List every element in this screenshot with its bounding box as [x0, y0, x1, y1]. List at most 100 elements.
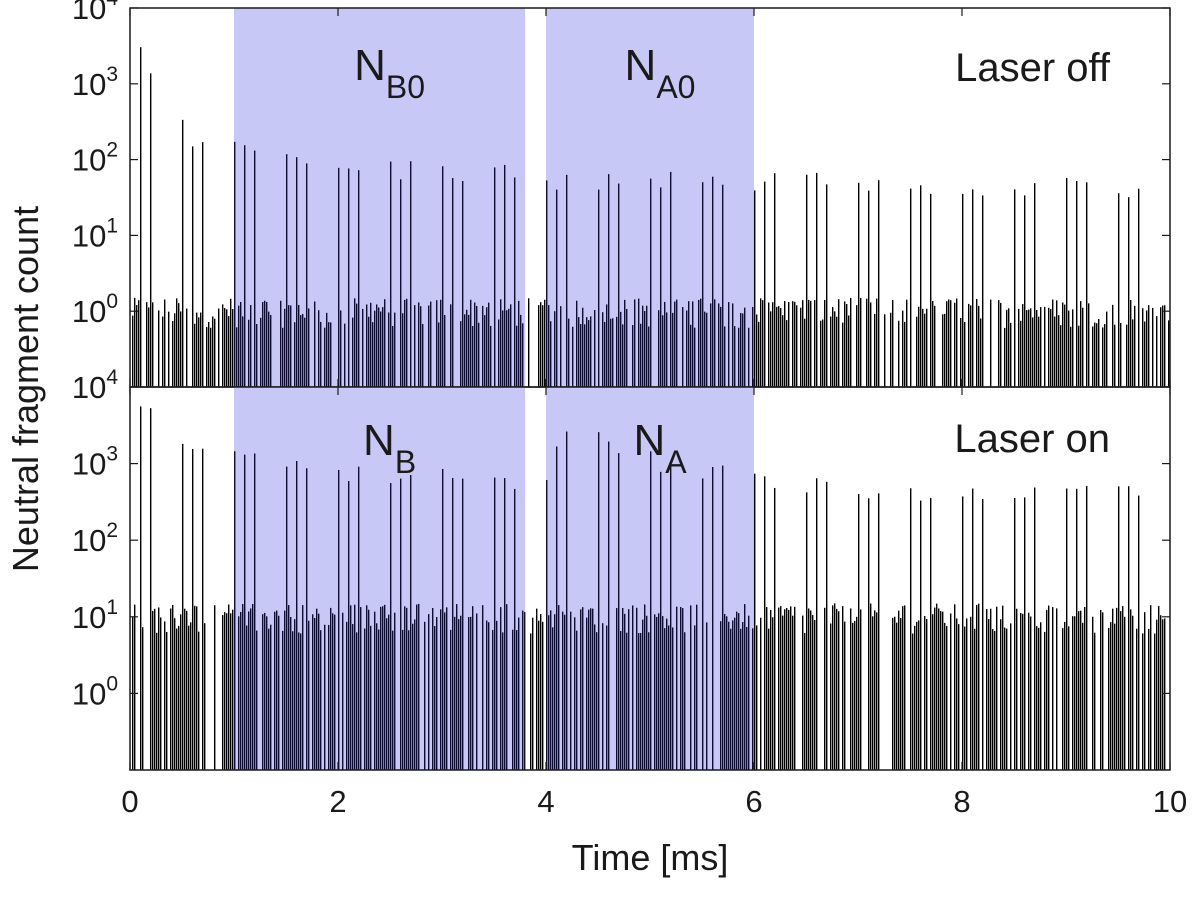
count-bar — [624, 299, 626, 387]
count-bar — [314, 301, 316, 387]
count-bar — [778, 607, 780, 770]
count-bar — [318, 310, 320, 387]
count-bar — [642, 305, 644, 387]
count-bar — [444, 315, 446, 387]
count-bar — [576, 300, 578, 387]
count-bar — [406, 607, 408, 770]
count-bar — [622, 324, 624, 387]
count-bar — [488, 622, 490, 770]
count-bar — [940, 611, 942, 770]
count-bar — [508, 308, 510, 387]
count-bar — [376, 623, 378, 770]
count-bar — [1162, 619, 1164, 770]
count-bar — [868, 498, 870, 770]
count-bar — [306, 468, 308, 770]
count-bar — [138, 300, 140, 387]
count-bar — [1064, 304, 1066, 387]
count-bar — [556, 446, 558, 770]
count-bar — [752, 306, 754, 387]
count-bar — [288, 305, 290, 387]
region-label-NA0: NA0 — [625, 41, 696, 105]
count-bar — [1052, 607, 1054, 770]
count-bar — [374, 611, 376, 770]
count-bar — [672, 312, 674, 387]
count-bar — [248, 319, 250, 387]
count-bar — [816, 172, 818, 387]
count-bar — [902, 310, 904, 387]
count-bar — [1118, 193, 1120, 387]
count-bar — [438, 322, 440, 387]
count-bar — [646, 615, 648, 770]
region-label-main: N — [354, 41, 386, 90]
y-tick-label: 101 — [72, 214, 118, 253]
count-bar — [356, 632, 358, 770]
count-bar — [234, 451, 236, 770]
count-bar — [832, 605, 834, 770]
count-bar — [772, 617, 774, 770]
x-tick-label: 0 — [121, 784, 138, 819]
count-bar — [222, 615, 224, 770]
count-bar — [1120, 611, 1122, 770]
count-bar — [498, 319, 500, 387]
count-bar — [1114, 324, 1116, 387]
count-bar — [650, 178, 652, 387]
count-bar — [224, 308, 226, 387]
count-bar — [724, 326, 726, 387]
count-bar — [1168, 320, 1170, 387]
count-bar — [676, 299, 678, 387]
count-bar — [722, 465, 724, 770]
count-bar — [972, 488, 974, 770]
count-bar — [280, 300, 282, 387]
y-tick-exponent: 4 — [106, 0, 118, 10]
count-bar — [286, 154, 288, 387]
x-axis: 0 2 4 6 8 10 — [121, 8, 1187, 819]
count-bar — [242, 604, 244, 770]
count-bar — [156, 632, 158, 770]
count-bar — [168, 311, 170, 387]
x-axis-label: Time [ms] — [572, 837, 729, 878]
count-bar — [1094, 322, 1096, 387]
count-bar — [754, 190, 756, 387]
region-label-NA: NA — [633, 416, 687, 480]
count-bar — [1066, 178, 1068, 387]
y-tick-base: 10 — [72, 600, 106, 635]
count-bar — [1004, 627, 1006, 770]
count-bar — [900, 617, 902, 770]
count-bar — [350, 605, 352, 770]
count-bar — [676, 606, 678, 770]
count-bar — [178, 625, 180, 770]
count-bar — [822, 319, 824, 387]
count-bar — [180, 614, 182, 770]
count-bar — [1142, 633, 1144, 770]
count-bar — [284, 610, 286, 770]
x-tick-label: 4 — [537, 784, 554, 819]
count-bar — [338, 167, 340, 387]
count-bar — [496, 620, 498, 770]
count-bar — [852, 622, 854, 770]
count-bar — [306, 163, 308, 387]
count-bar — [410, 475, 412, 770]
count-bar — [648, 632, 650, 770]
panel-frame — [129, 386, 1171, 771]
region-label-sub: B0 — [386, 69, 425, 105]
count-bar — [1114, 623, 1116, 770]
count-bar — [942, 314, 944, 387]
count-bar — [134, 297, 136, 387]
count-bar — [814, 619, 816, 770]
count-bar — [1078, 611, 1080, 770]
count-bar — [1110, 622, 1112, 770]
count-bar — [784, 301, 786, 387]
count-bar — [1010, 623, 1012, 770]
count-bar — [788, 301, 790, 387]
count-bar — [238, 616, 240, 770]
count-bar — [820, 320, 822, 387]
count-bar — [504, 164, 506, 387]
count-bar — [578, 317, 580, 387]
count-bar — [964, 321, 966, 387]
y-tick-label: 104 — [72, 0, 118, 26]
count-bar — [196, 606, 198, 770]
count-bar — [390, 161, 392, 387]
count-bar — [458, 619, 460, 770]
x-tick-label: 2 — [329, 784, 346, 819]
